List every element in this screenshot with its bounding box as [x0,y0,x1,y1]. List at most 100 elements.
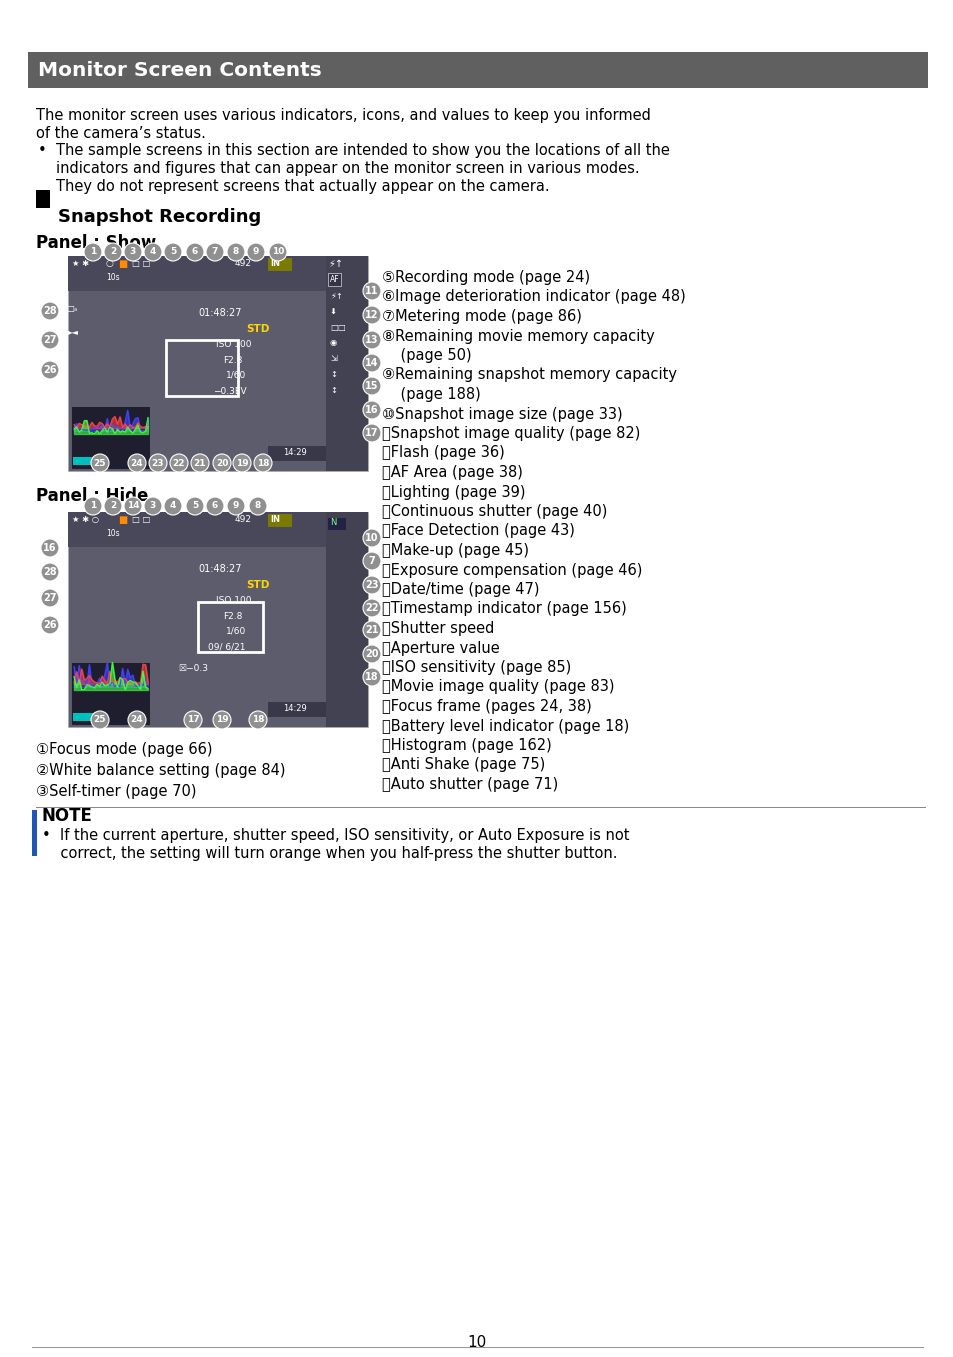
Bar [268,702,326,716]
Bar [68,512,368,547]
Circle shape [104,497,122,516]
Circle shape [124,243,142,261]
Text: ISO 100: ISO 100 [215,596,252,605]
Circle shape [206,497,224,516]
Text: 25: 25 [93,459,106,468]
Text: 14: 14 [365,358,378,368]
Text: ③Self-timer (page 70): ③Self-timer (page 70) [36,784,196,799]
Text: 16: 16 [43,543,56,554]
Text: N: N [330,518,336,527]
Text: ⑧Remaining movie memory capacity: ⑧Remaining movie memory capacity [381,328,654,343]
Circle shape [227,497,245,516]
Circle shape [363,331,380,349]
Text: ⑭Lighting (page 39): ⑭Lighting (page 39) [381,484,525,499]
Circle shape [186,243,204,261]
Circle shape [253,455,272,472]
Text: ⓓTimestamp indicator (page 156): ⓓTimestamp indicator (page 156) [381,601,626,616]
Bar [328,518,346,531]
Text: They do not represent screens that actually appear on the camera.: They do not represent screens that actua… [56,179,549,194]
Text: 20: 20 [215,459,228,468]
Text: Panel : Show: Panel : Show [36,233,156,252]
Text: 24: 24 [131,715,143,725]
Text: IN: IN [270,259,280,267]
Text: 14:29: 14:29 [283,448,307,457]
Text: 492: 492 [234,516,252,524]
Circle shape [149,455,167,472]
Text: 28: 28 [43,305,57,316]
Text: 6: 6 [192,247,198,256]
Circle shape [41,539,59,556]
Text: 10: 10 [365,533,378,543]
Text: 22: 22 [365,603,378,613]
Text: ■: ■ [118,259,127,269]
Text: 26: 26 [43,620,56,630]
Text: 2: 2 [110,247,116,256]
Bar [68,256,368,290]
Text: 5: 5 [192,502,198,510]
Text: ⓜAuto shutter (page 71): ⓜAuto shutter (page 71) [381,778,558,792]
Text: 19: 19 [215,715,228,725]
Bar [68,512,368,727]
Text: □□: □□ [330,323,345,332]
Text: 4: 4 [170,502,176,510]
Text: ⑦Metering mode (page 86): ⑦Metering mode (page 86) [381,309,581,324]
Text: 3: 3 [150,502,156,510]
Text: 26: 26 [43,365,56,375]
Circle shape [363,402,380,419]
Circle shape [269,243,287,261]
Text: of the camera’s status.: of the camera’s status. [36,126,206,141]
Circle shape [128,455,146,472]
Text: 19: 19 [235,459,248,468]
Bar [268,514,292,527]
Text: ▶◄: ▶◄ [66,328,79,337]
Text: ⑫Flash (page 36): ⑫Flash (page 36) [381,445,504,460]
Circle shape [128,711,146,729]
Text: The sample screens in this section are intended to show you the locations of all: The sample screens in this section are i… [56,142,669,157]
Bar [268,258,292,271]
Text: •: • [38,142,47,157]
Text: 1: 1 [90,247,96,256]
Text: F2.8: F2.8 [223,356,242,365]
Bar [99,719,102,723]
Circle shape [104,243,122,261]
Circle shape [363,529,380,547]
Circle shape [41,616,59,634]
Circle shape [186,497,204,516]
Text: IN: IN [270,516,280,524]
Text: ⚡↑: ⚡↑ [328,259,343,269]
Text: (page 188): (page 188) [381,387,480,402]
Text: •  If the current aperture, shutter speed, ISO sensitivity, or Auto Exposure is : • If the current aperture, shutter speed… [42,828,629,843]
Text: −0.3EV: −0.3EV [213,387,247,396]
Text: ★ ✱ ○: ★ ✱ ○ [71,516,99,524]
Text: 10: 10 [467,1335,486,1350]
Circle shape [249,497,267,516]
Text: □ □: □ □ [132,259,151,267]
Bar [166,341,237,396]
Circle shape [41,563,59,581]
Bar [71,407,150,470]
Text: indicators and figures that can appear on the monitor screen in various modes.: indicators and figures that can appear o… [56,161,639,176]
Text: ⓙBattery level indicator (page 18): ⓙBattery level indicator (page 18) [381,718,629,734]
Bar [28,52,927,88]
Circle shape [164,243,182,261]
Text: ②White balance setting (page 84): ②White balance setting (page 84) [36,763,285,778]
Text: 27: 27 [43,593,56,603]
Circle shape [84,497,102,516]
Text: 23: 23 [365,579,378,590]
Bar [326,512,368,727]
Text: ■: ■ [118,516,127,525]
Circle shape [41,361,59,379]
Text: ⓘFocus frame (pages 24, 38): ⓘFocus frame (pages 24, 38) [381,699,591,714]
Text: 10: 10 [272,247,284,256]
Text: ⓑExposure compensation (page 46): ⓑExposure compensation (page 46) [381,563,641,578]
Circle shape [124,497,142,516]
Circle shape [170,455,188,472]
Text: 18: 18 [256,459,269,468]
Text: 15: 15 [365,381,378,391]
Circle shape [144,497,162,516]
Circle shape [84,243,102,261]
Text: (page 50): (page 50) [381,347,471,364]
Text: ⚡↑: ⚡↑ [330,292,342,301]
Text: ⓒDate/time (page 47): ⓒDate/time (page 47) [381,582,539,597]
Bar [71,664,150,725]
